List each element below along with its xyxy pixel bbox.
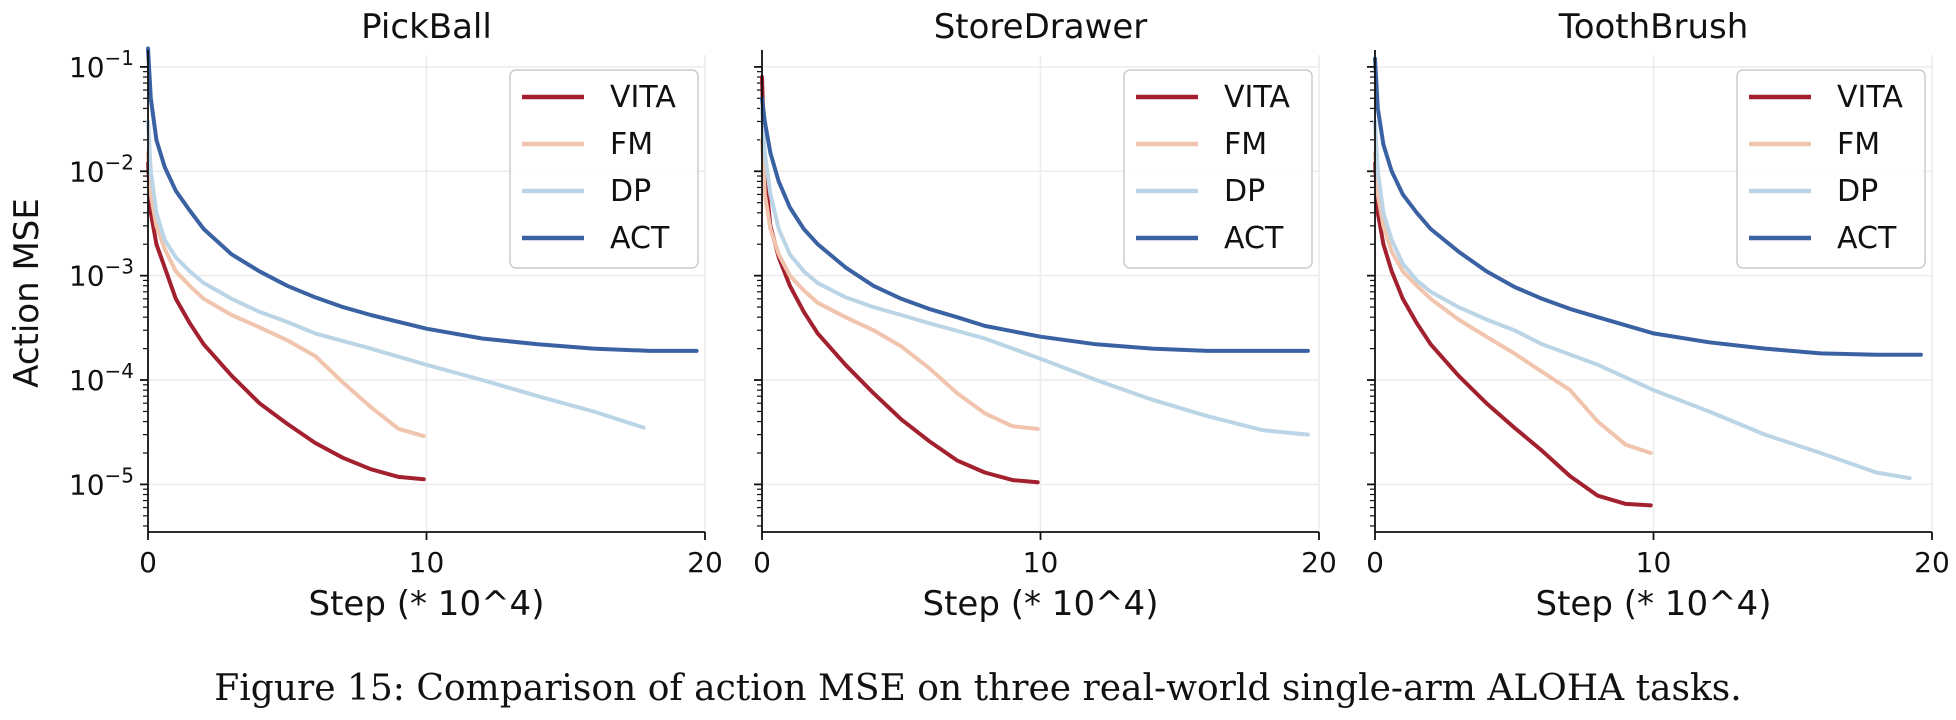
- series-line-vita: [1373, 161, 1653, 508]
- series-line-dp: [1373, 119, 1912, 481]
- legend-label-fm: FM: [1224, 127, 1267, 162]
- panel-title: StoreDrawer: [934, 7, 1148, 47]
- series-line-dp: [146, 119, 646, 430]
- y-axis-label: Action MSE: [7, 198, 47, 388]
- legend: VITA FM DP ACT: [1123, 69, 1313, 269]
- legend-label-act: ACT: [1837, 221, 1897, 256]
- x-axis-label: Step (* 10^4): [923, 584, 1159, 624]
- series-line-fm: [760, 137, 1040, 431]
- series-line-vita: [760, 75, 1040, 485]
- x-axis-label: Step (* 10^4): [309, 584, 545, 624]
- legend-label-dp: DP: [1837, 174, 1878, 209]
- x-axis-label: Step (* 10^4): [1536, 584, 1772, 624]
- legend-label-fm: FM: [1837, 127, 1880, 162]
- legend-box: [509, 69, 699, 269]
- series-line-vita: [146, 161, 426, 482]
- legend-label-dp: DP: [610, 174, 651, 209]
- series-line-act: [146, 46, 699, 353]
- panel-storedrawer: 0 10 20 StoreDrawer Step (* 10^4) VITA FM DP ACT: [753, 7, 1337, 624]
- series-line-act: [1373, 56, 1923, 357]
- panel-title: PickBall: [361, 7, 492, 47]
- y-tick-label: 10−3: [69, 255, 134, 293]
- series-line-act: [760, 96, 1310, 353]
- y-tick-label: 10−2: [69, 150, 134, 188]
- series-line-fm: [146, 150, 426, 439]
- x-tick-label: 10: [409, 546, 445, 579]
- x-tick-label: 20: [687, 546, 723, 579]
- panel-toothbrush: 0 10 20 ToothBrush Step (* 10^4) VITA FM DP ACT: [1366, 7, 1950, 624]
- legend-label-vita: VITA: [1224, 80, 1290, 115]
- legend-label-vita: VITA: [610, 80, 676, 115]
- legend: VITA FM DP ACT: [509, 69, 699, 269]
- y-tick-label: 10−5: [69, 463, 134, 501]
- legend: VITA FM DP ACT: [1736, 69, 1926, 269]
- x-tick-label: 10: [1636, 546, 1672, 579]
- legend-label-fm: FM: [610, 127, 653, 162]
- legend-label-dp: DP: [1224, 174, 1265, 209]
- figure-caption: Figure 15: Comparison of action MSE on t…: [214, 668, 1742, 709]
- legend-box: [1736, 69, 1926, 269]
- series-line-fm: [1373, 150, 1653, 455]
- x-tick-label: 10: [1023, 546, 1059, 579]
- x-tick-label: 0: [139, 546, 157, 579]
- legend-label-act: ACT: [610, 221, 670, 256]
- y-tick-label: 10−1: [69, 46, 134, 84]
- legend-label-vita: VITA: [1837, 80, 1903, 115]
- y-tick-label: 10−4: [69, 359, 134, 397]
- legend-label-act: ACT: [1224, 221, 1284, 256]
- x-tick-label: 0: [1366, 546, 1384, 579]
- series-line-dp: [760, 106, 1310, 437]
- x-tick-label: 20: [1301, 546, 1337, 579]
- x-tick-label: 20: [1914, 546, 1950, 579]
- panel-title: ToothBrush: [1558, 7, 1749, 47]
- legend-box: [1123, 69, 1313, 269]
- x-tick-label: 0: [753, 546, 771, 579]
- panel-pickball: 0 10 20 10−1 10−2 10−3 10−4 10−5 PickBall Step (*…: [69, 7, 723, 624]
